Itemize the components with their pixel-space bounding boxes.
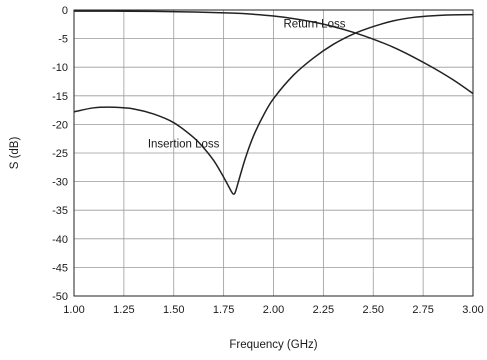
x-tick-label: 2.25 xyxy=(313,304,334,316)
y-axis-title: S (dB) xyxy=(9,137,21,170)
curve-annotations: Return Loss Insertion Loss xyxy=(148,19,346,151)
x-tick-label: 1.25 xyxy=(113,304,134,316)
y-tick-label: -30 xyxy=(52,177,68,189)
y-tick-label: 0 xyxy=(62,5,68,17)
y-tick-label: -10 xyxy=(52,62,68,74)
y-tick-label: -5 xyxy=(58,34,68,46)
x-tick-label: 1.75 xyxy=(213,304,234,316)
y-tick-label: -15 xyxy=(52,91,68,103)
x-tick-label: 1.00 xyxy=(63,304,84,316)
series-lines xyxy=(73,10,474,195)
x-tick-label: 2.75 xyxy=(412,304,433,316)
x-axis-title: Frequency (GHz) xyxy=(229,339,317,351)
x-tick-label: 3.00 xyxy=(462,304,483,316)
return-loss-line xyxy=(73,10,474,95)
y-tick-label: -50 xyxy=(52,291,68,303)
y-tick-label: -40 xyxy=(52,234,68,246)
x-tick-label: 2.50 xyxy=(363,304,384,316)
insertion-loss-label: Insertion Loss xyxy=(148,138,220,150)
x-tick-labels: 1.00 1.25 1.50 1.75 2.00 2.25 2.50 2.75 3.00 xyxy=(63,304,483,316)
x-tick-label: 2.00 xyxy=(263,304,284,316)
y-tick-label: -35 xyxy=(52,205,68,217)
y-tick-label: -45 xyxy=(52,262,68,274)
grid-lines xyxy=(73,9,474,297)
x-tick-label: 1.50 xyxy=(163,304,184,316)
y-tick-label: -25 xyxy=(52,148,68,160)
y-tick-label: -20 xyxy=(52,119,68,131)
plot-frame xyxy=(73,9,474,297)
y-tick-labels: 0 -5 -10 -15 -20 -25 -30 -35 -40 -45 -50 xyxy=(52,5,68,303)
insertion-loss-line xyxy=(73,13,474,195)
return-loss-label: Return Loss xyxy=(283,19,345,31)
